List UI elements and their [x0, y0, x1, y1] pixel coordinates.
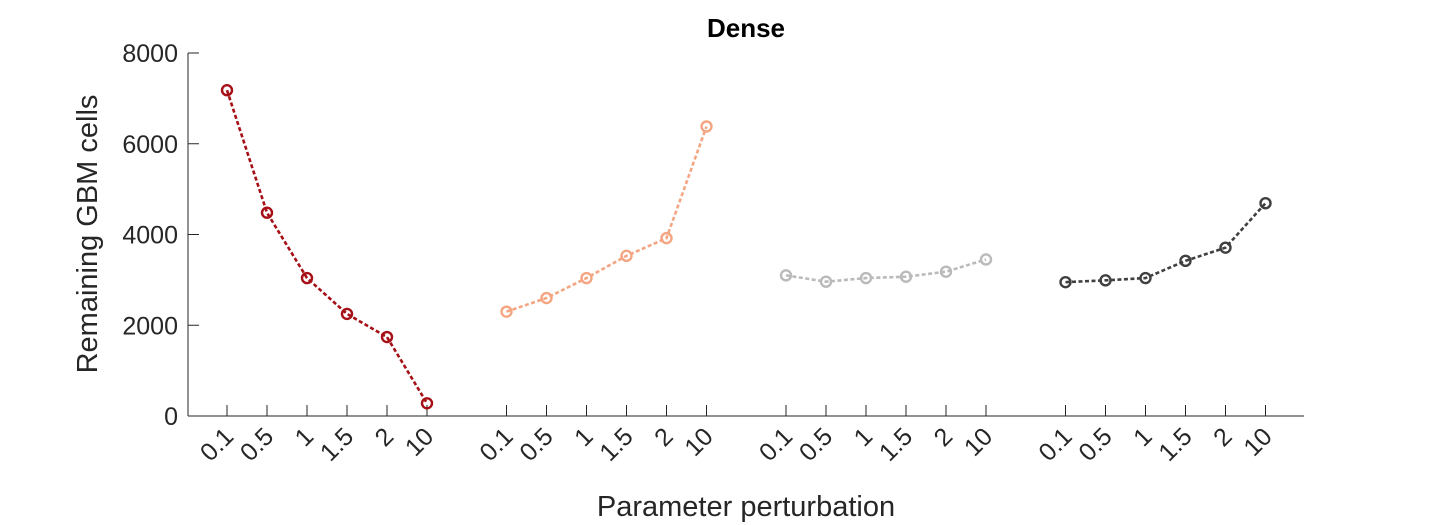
y-tick-label: 4000 — [122, 222, 178, 250]
data-point — [260, 206, 274, 219]
x-tick-label: 2 — [929, 422, 959, 452]
series-line — [225, 89, 429, 404]
x-tick-label: 2 — [649, 422, 679, 452]
data-point — [540, 291, 553, 305]
data-point — [1139, 271, 1152, 285]
data-point — [1259, 196, 1272, 210]
x-tick-label: 0.1 — [754, 422, 798, 466]
x-tick-label: 1.5 — [594, 422, 638, 466]
x-tick-label: 0.5 — [794, 422, 838, 466]
x-tick-label: 0.5 — [1073, 422, 1117, 466]
data-point — [859, 271, 873, 285]
series-4 — [1059, 196, 1272, 289]
data-point — [660, 231, 673, 245]
x-tick-label: 2 — [370, 422, 400, 452]
x-tick-label: 1.5 — [315, 422, 359, 466]
data-point — [220, 84, 234, 97]
x-tick-label: 10 — [400, 422, 439, 461]
x-tick-label: 10 — [1238, 422, 1277, 461]
data-point — [620, 249, 633, 263]
x-tick-label: 0.1 — [474, 422, 518, 466]
x-axis-ticks: 0.10.5 11.5 2 10 0.10.5 11.5 2 10 0.10.5 11.5 2 10 0… — [195, 405, 1278, 467]
data-point — [1219, 241, 1232, 254]
data-point — [899, 270, 913, 283]
y-tick-label: 2000 — [122, 312, 178, 340]
series-line — [785, 258, 987, 283]
series-2 — [500, 120, 713, 318]
y-axis-label: Remaining GBM cells — [72, 95, 104, 374]
data-point — [500, 305, 513, 318]
data-point — [939, 265, 953, 278]
x-tick-label: 1.5 — [1153, 422, 1197, 466]
data-point — [700, 120, 713, 133]
series-line — [506, 126, 708, 313]
y-tick-label: 8000 — [122, 40, 178, 68]
x-tick-label: 2 — [1208, 422, 1238, 452]
data-point — [340, 307, 354, 321]
x-tick-label: 1.5 — [874, 422, 918, 466]
data-point — [1099, 274, 1112, 287]
data-point — [1059, 275, 1072, 289]
y-tick-label: 6000 — [122, 131, 178, 159]
series-line — [1065, 202, 1267, 284]
y-axis-ticks: 0 2000 4000 6000 8000 — [122, 40, 199, 431]
x-tick-label: 0.1 — [1033, 422, 1077, 466]
data-point — [300, 271, 314, 285]
x-axis-label: Parameter perturbation — [597, 491, 895, 523]
series-1 — [220, 84, 434, 410]
data-point — [580, 271, 593, 285]
series-3 — [779, 253, 993, 288]
data-point — [380, 330, 394, 344]
data-point — [420, 397, 434, 410]
x-tick-label: 0.5 — [514, 422, 558, 466]
x-tick-label: 10 — [679, 422, 718, 461]
data-point — [979, 253, 993, 266]
x-tick-label: 0.1 — [195, 422, 239, 466]
x-tick-label: 0.5 — [235, 422, 279, 466]
data-point — [779, 269, 793, 282]
y-tick-label: 0 — [164, 403, 178, 431]
x-tick-label: 10 — [959, 422, 998, 461]
series-layer — [220, 84, 1272, 410]
chart-title: Dense — [707, 13, 785, 43]
data-point — [1179, 254, 1192, 268]
data-point — [819, 275, 833, 288]
